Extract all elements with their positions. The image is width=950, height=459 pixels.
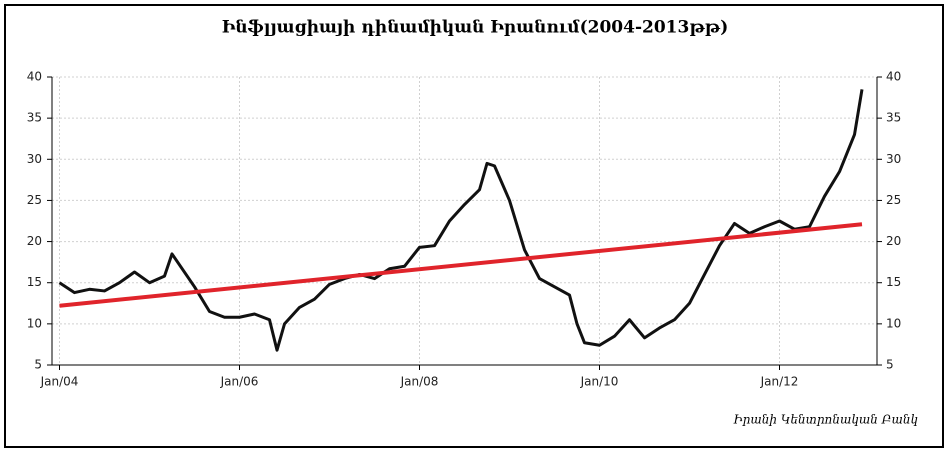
y-tick-label: 10 xyxy=(27,316,42,330)
x-tick-label: Jan/04 xyxy=(40,375,79,389)
y2-tick-label: 10 xyxy=(886,316,901,330)
x-tick-label: Jan/08 xyxy=(400,375,439,389)
y2-tick-label: 15 xyxy=(886,275,901,289)
y2-tick-label: 30 xyxy=(886,152,901,166)
y2-tick-label: 25 xyxy=(886,193,901,207)
x-tick-label: Jan/12 xyxy=(760,375,799,389)
series-line xyxy=(58,89,864,352)
y-tick-label: 20 xyxy=(27,234,42,248)
x-tick-label: Jan/06 xyxy=(220,375,259,389)
y-tick-label: 40 xyxy=(27,70,42,84)
y2-tick-label: 20 xyxy=(886,234,901,248)
y-tick-label: 15 xyxy=(27,275,42,289)
trend-line xyxy=(59,222,863,308)
y2-tick-label: 5 xyxy=(886,358,894,372)
y-tick-label: 35 xyxy=(27,111,42,125)
chart-title: Ինֆլյացիայի դինամիկան Իրանում(2004-2013թ… xyxy=(222,18,729,38)
frame xyxy=(4,4,944,448)
y-tick-label: 30 xyxy=(27,152,42,166)
source: Իրանի Կենտրոնական Բանկ xyxy=(733,413,918,427)
y-tick-label: 5 xyxy=(34,358,42,372)
y2-tick-label: 40 xyxy=(886,70,901,84)
x-tick-label: Jan/10 xyxy=(580,375,619,389)
y-tick-label: 25 xyxy=(27,193,42,207)
y2-tick-label: 35 xyxy=(886,111,901,125)
